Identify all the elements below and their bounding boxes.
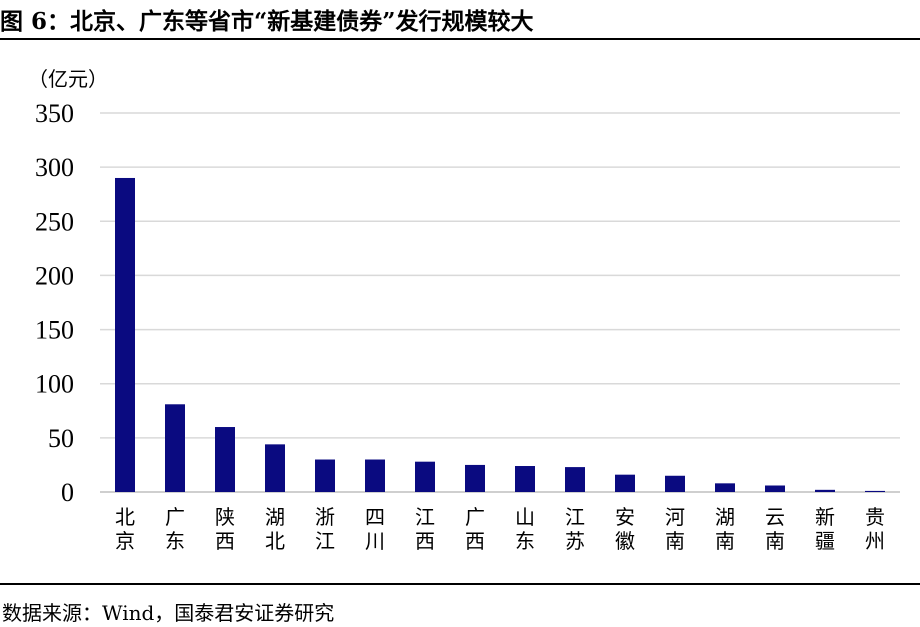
source-note: 数据来源：Wind，国泰君安证券研究	[2, 601, 335, 625]
x-tick-label: 浙江	[315, 505, 335, 553]
bar-4	[265, 444, 285, 492]
x-tick-label: 河南	[665, 505, 685, 553]
x-tick-label: 云南	[765, 505, 785, 553]
bar-15	[815, 489, 835, 492]
x-tick-label: 贵州	[865, 505, 885, 553]
bar-11	[615, 474, 635, 492]
y-tick-label: 50	[48, 424, 74, 453]
top-rule	[0, 38, 920, 40]
x-tick-label: 四川	[365, 505, 385, 553]
y-tick-label: 100	[35, 370, 74, 399]
bar-13	[715, 483, 735, 492]
x-tick-label: 广西	[465, 505, 485, 553]
bar-10	[565, 467, 585, 492]
x-tick-label: 新疆	[815, 505, 835, 553]
bottom-rule	[0, 583, 920, 585]
x-tick-label: 江苏	[565, 505, 585, 553]
y-tick-label: 200	[35, 261, 74, 290]
x-tick-label: 陕西	[215, 505, 235, 553]
y-tick-labels: 0 50 100 150 200 250 300 350	[35, 99, 74, 507]
bar-14	[765, 485, 785, 492]
bar-1	[115, 177, 135, 492]
x-tick-label: 湖南	[715, 505, 735, 553]
x-tick-label: 江西	[415, 505, 435, 553]
bar-2	[165, 404, 185, 492]
bars	[115, 177, 885, 492]
bar-7	[415, 461, 435, 492]
bar-16	[865, 490, 885, 492]
y-tick-label: 150	[35, 316, 74, 345]
chart-title: 图 6：北京、广东等省市“新基建债券”发行规模较大	[0, 8, 534, 35]
bar-12	[665, 475, 685, 492]
bar-5	[315, 459, 335, 492]
x-tick-label: 北京	[115, 505, 135, 553]
x-tick-label: 山东	[515, 505, 535, 553]
x-tick-label: 安徽	[615, 505, 635, 553]
y-tick-label: 350	[35, 99, 74, 128]
bar-3	[215, 427, 235, 492]
y-tick-label: 300	[35, 153, 74, 182]
y-axis-unit-label: （亿元）	[28, 67, 108, 91]
x-tick-label: 广东	[165, 505, 185, 553]
y-tick-label: 0	[61, 478, 74, 507]
bar-9	[515, 466, 535, 492]
x-tick-label: 湖北	[265, 505, 285, 553]
bar-6	[365, 459, 385, 492]
y-tick-label: 250	[35, 207, 74, 236]
bar-8	[465, 464, 485, 492]
